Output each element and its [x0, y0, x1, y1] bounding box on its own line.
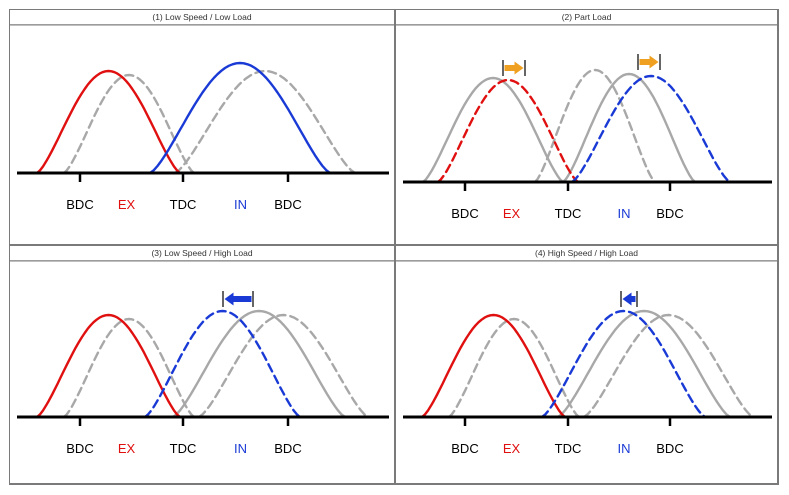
ex-label: EX — [118, 441, 136, 456]
panel-title: (2) Part Load — [562, 12, 612, 22]
timing-shift-arrow-icon — [622, 292, 636, 306]
exhaust-lift-curve — [35, 313, 182, 419]
tdc-label: TDC — [170, 197, 197, 212]
panel-2: (2) Part Load BDC EX TDC IN BDC — [395, 9, 778, 245]
ex-label: EX — [503, 206, 521, 221]
panel-title-underline — [9, 260, 395, 262]
in-label: IN — [618, 441, 631, 456]
intake-reference-dashed — [582, 313, 755, 419]
intake-reference-curve — [556, 309, 732, 419]
intake-reference-curve — [171, 309, 347, 419]
panel-title: (4) High Speed / High Load — [535, 248, 638, 258]
panel-title: (1) Low Speed / Low Load — [152, 12, 252, 22]
bdc-label-left: BDC — [66, 441, 93, 456]
intake-reference-dashed — [197, 313, 370, 419]
intake-reference-dashed — [533, 68, 657, 184]
exhaust-reference-curve — [62, 73, 196, 175]
intake-reference-curve — [561, 72, 697, 184]
exhaust-lift-curve — [436, 78, 580, 184]
bdc-label-left: BDC — [451, 206, 478, 221]
exhaust-lift-curve — [35, 69, 182, 175]
tdc-label: TDC — [555, 441, 582, 456]
exhaust-reference-curve — [62, 317, 196, 419]
panel-border — [9, 245, 395, 484]
bdc-label-left: BDC — [451, 441, 478, 456]
ex-label: EX — [503, 441, 521, 456]
timing-shift-arrow-icon — [224, 292, 252, 306]
panel-title: (3) Low Speed / High Load — [151, 248, 252, 258]
tdc-label: TDC — [170, 441, 197, 456]
panel-border — [395, 245, 778, 484]
bdc-label-left: BDC — [66, 197, 93, 212]
panel-title-underline — [395, 24, 778, 26]
in-label: IN — [234, 197, 247, 212]
tdc-label: TDC — [555, 206, 582, 221]
timing-shift-arrow-icon — [504, 61, 524, 75]
intake-lift-curve — [570, 74, 732, 184]
panel-3: (3) Low Speed / High Load BDC EX TDC IN BDC — [9, 245, 395, 484]
in-label: IN — [234, 441, 247, 456]
intake-reference-curve — [173, 69, 357, 175]
bdc-label-right: BDC — [656, 441, 683, 456]
panel-4: (4) High Speed / High Load BDC EX TDC IN BDC — [395, 245, 778, 484]
exhaust-reference-curve — [447, 317, 581, 419]
in-label: IN — [618, 206, 631, 221]
intake-lift-curve — [143, 309, 302, 419]
ex-label: EX — [118, 197, 136, 212]
bdc-label-right: BDC — [274, 441, 301, 456]
panel-1: (1) Low Speed / Low Load BDC EX TDC IN BDC — [9, 9, 395, 245]
intake-lift-curve — [148, 61, 332, 175]
exhaust-lift-curve — [420, 313, 567, 419]
bdc-label-right: BDC — [274, 197, 301, 212]
panel-border — [395, 9, 778, 245]
bdc-label-right: BDC — [656, 206, 683, 221]
panel-title-underline — [9, 24, 395, 26]
panel-title-underline — [395, 260, 778, 262]
intake-lift-curve — [540, 309, 707, 419]
timing-shift-arrow-icon — [639, 55, 659, 69]
exhaust-reference-curve — [421, 76, 565, 184]
panel-border — [9, 9, 395, 245]
